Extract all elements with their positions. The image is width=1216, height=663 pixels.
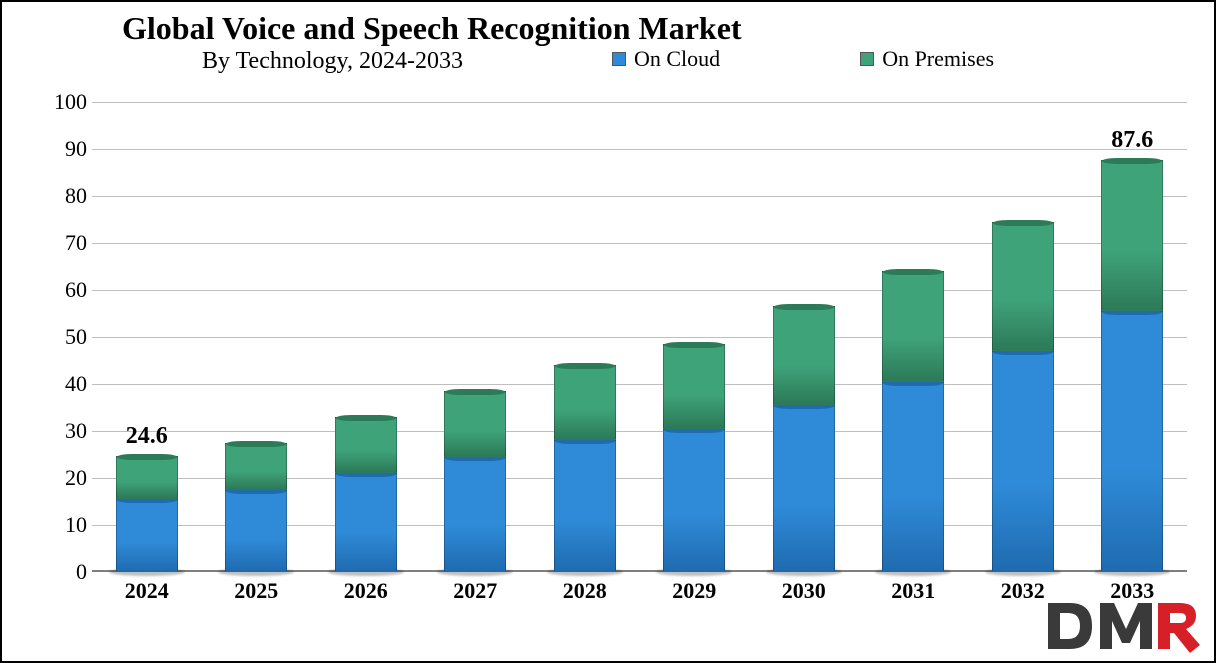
xtick-label: 2024 bbox=[116, 578, 178, 604]
bar-segment-on-premises bbox=[116, 456, 178, 499]
xtick-label: 2031 bbox=[882, 578, 944, 604]
bar-segment-on-cloud bbox=[225, 490, 287, 572]
dmr-logo bbox=[1040, 599, 1200, 655]
ytick-label: 90 bbox=[37, 136, 87, 162]
xtick-label: 2026 bbox=[335, 578, 397, 604]
bar-segment-on-premises bbox=[773, 306, 835, 405]
bar-group: 24.6 bbox=[116, 456, 178, 572]
xtick-label: 2028 bbox=[554, 578, 616, 604]
x-axis-labels: 2024202520262027202820292030203120322033 bbox=[92, 578, 1187, 604]
bar-segment-on-cloud bbox=[335, 473, 397, 572]
bar-segment-on-premises bbox=[335, 417, 397, 473]
chart-title: Global Voice and Speech Recognition Mark… bbox=[122, 10, 742, 47]
legend-label-on-cloud: On Cloud bbox=[634, 46, 720, 72]
bar-segment-on-premises bbox=[444, 391, 506, 457]
legend-swatch-on-cloud bbox=[612, 52, 626, 66]
ytick-label: 100 bbox=[37, 89, 87, 115]
ytick-label: 40 bbox=[37, 371, 87, 397]
bar-segment-on-premises bbox=[663, 344, 725, 429]
plot-area: 0102030405060708090100 24.687.6 bbox=[92, 102, 1187, 572]
legend-label-on-premises: On Premises bbox=[882, 46, 994, 72]
xtick-label: 2027 bbox=[444, 578, 506, 604]
ytick-label: 0 bbox=[37, 559, 87, 585]
bars-container: 24.6 87.6 bbox=[92, 102, 1187, 572]
bar-segment-on-premises bbox=[882, 271, 944, 381]
bar-segment-on-cloud bbox=[663, 429, 725, 572]
ytick-label: 50 bbox=[37, 324, 87, 350]
bar-group bbox=[554, 365, 616, 572]
bar-group bbox=[992, 222, 1054, 572]
bar-segment-on-cloud bbox=[1101, 311, 1163, 572]
bar-segment-on-cloud bbox=[444, 457, 506, 572]
bar-group bbox=[335, 417, 397, 572]
chart-frame: Global Voice and Speech Recognition Mark… bbox=[0, 0, 1216, 663]
legend-item-on-premises: On Premises bbox=[860, 46, 994, 72]
bar-segment-on-cloud bbox=[116, 499, 178, 572]
bar-group bbox=[663, 344, 725, 572]
data-label: 87.6 bbox=[1111, 127, 1153, 154]
xtick-label: 2030 bbox=[773, 578, 835, 604]
ytick-label: 70 bbox=[37, 230, 87, 256]
bar-segment-on-premises bbox=[225, 443, 287, 490]
bar-group bbox=[444, 391, 506, 572]
ytick-label: 20 bbox=[37, 465, 87, 491]
bar-segment-on-premises bbox=[1101, 160, 1163, 311]
ytick-label: 30 bbox=[37, 418, 87, 444]
bar-segment-on-cloud bbox=[554, 440, 616, 572]
ytick-label: 60 bbox=[37, 277, 87, 303]
ytick-label: 80 bbox=[37, 183, 87, 209]
legend-swatch-on-premises bbox=[860, 52, 874, 66]
bar-segment-on-premises bbox=[554, 365, 616, 440]
xtick-label: 2025 bbox=[225, 578, 287, 604]
bar-segment-on-cloud bbox=[992, 351, 1054, 572]
ytick-label: 10 bbox=[37, 512, 87, 538]
legend: On Cloud On Premises bbox=[612, 46, 994, 72]
legend-item-on-cloud: On Cloud bbox=[612, 46, 720, 72]
bar-segment-on-premises bbox=[992, 222, 1054, 351]
bar-group bbox=[773, 306, 835, 572]
bar-segment-on-cloud bbox=[773, 405, 835, 572]
chart-subtitle: By Technology, 2024-2033 bbox=[202, 48, 463, 75]
xtick-label: 2029 bbox=[663, 578, 725, 604]
bar-group bbox=[882, 271, 944, 572]
data-label: 24.6 bbox=[126, 423, 168, 450]
bar-group bbox=[225, 443, 287, 572]
bar-segment-on-cloud bbox=[882, 382, 944, 572]
bar-group: 87.6 bbox=[1101, 160, 1163, 572]
